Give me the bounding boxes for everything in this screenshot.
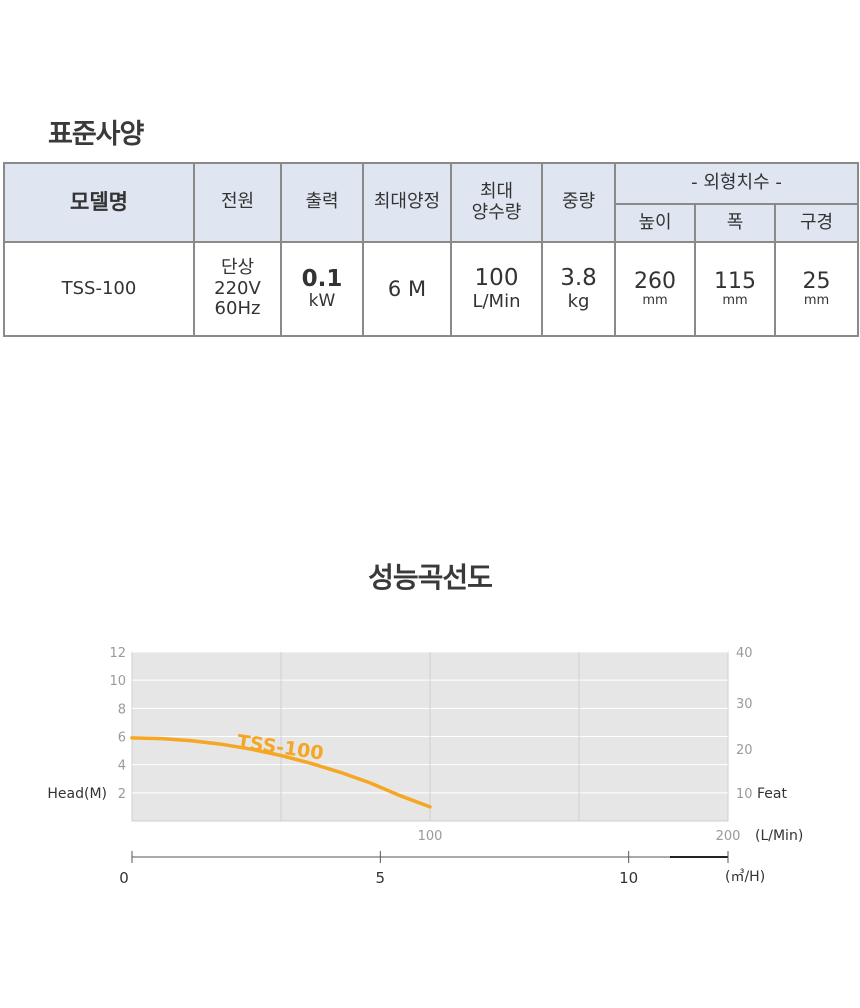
- cell-power: 단상 220V 60Hz: [193, 241, 282, 337]
- y-right-axis-label: Feat: [757, 786, 787, 802]
- header-weight: 중량: [541, 162, 616, 243]
- header-output: 출력: [280, 162, 364, 243]
- cell-height: 260 mm: [614, 241, 696, 337]
- cell-bore-unit: mm: [803, 293, 830, 309]
- header-max-flow-line2: 양수량: [471, 201, 522, 223]
- cell-weight: 3.8 kg: [541, 241, 616, 337]
- header-height: 높이: [614, 203, 696, 243]
- cell-width-value: 115: [714, 268, 756, 294]
- header-bore: 구경: [773, 203, 860, 243]
- cell-weight-value: 3.8: [560, 265, 597, 292]
- secondary-x-unit-label: (㎥/H): [725, 869, 765, 885]
- header-dimensions: - 외형치수 -: [613, 162, 860, 205]
- header-power: 전원: [193, 162, 282, 243]
- series-line: [130, 736, 432, 809]
- cell-output-value: 0.1: [301, 266, 343, 292]
- y-left-tick-label: 10: [109, 674, 126, 689]
- cell-max-flow-value: 100: [474, 265, 519, 292]
- secondary-x-tick-label: 10: [619, 869, 638, 887]
- x-axis-unit-label: (L/Min): [755, 828, 803, 844]
- spec-title: 표준사양: [48, 119, 144, 150]
- y-right-tick-label: 10: [736, 787, 753, 802]
- y-left-tick-label: 12: [109, 646, 126, 661]
- cell-power-frequency: 60Hz: [214, 298, 261, 320]
- x-tick-label: 200: [716, 829, 741, 844]
- x-tick-label: 100: [418, 829, 443, 844]
- y-right-tick-label: 40: [736, 646, 753, 661]
- cell-power-phase: 단상: [220, 256, 255, 278]
- cell-output-unit: kW: [308, 291, 336, 312]
- y-right-tick-label: 30: [736, 697, 753, 712]
- secondary-x-tick-label: 0: [119, 869, 129, 887]
- cell-power-voltage: 220V: [214, 277, 261, 299]
- cell-width-unit: mm: [722, 293, 748, 309]
- chart-title: 성능곡선도: [368, 561, 493, 594]
- spec-table: 모델명 전원 출력 최대양정 최대 양수량 중량 - 외형치수 - 높이 폭 구…: [3, 162, 860, 337]
- cell-height-unit: mm: [642, 293, 668, 309]
- y-left-tick-label: 2: [118, 787, 126, 802]
- header-max-flow: 최대 양수량: [450, 162, 543, 243]
- cell-max-head: 6 M: [362, 241, 452, 337]
- cell-max-flow-unit: L/Min: [472, 290, 521, 312]
- header-model: 모델명: [3, 162, 195, 243]
- secondary-x-tick-label: 5: [376, 869, 386, 887]
- y-left-axis-label: Head(M): [47, 786, 107, 802]
- header-width: 폭: [694, 203, 776, 243]
- cell-height-value: 260: [634, 268, 676, 294]
- cell-model: TSS-100: [3, 241, 195, 337]
- table-row: TSS-100 단상 220V 60Hz 0.1 kW 6 M 100 L/Mi…: [3, 241, 860, 337]
- cell-bore: 25 mm: [773, 241, 860, 337]
- y-left-tick-label: 6: [118, 731, 126, 746]
- cell-max-flow: 100 L/Min: [450, 241, 543, 337]
- cell-weight-unit: kg: [567, 290, 590, 312]
- cell-width: 115 mm: [694, 241, 776, 337]
- y-right-tick-label: 20: [736, 743, 753, 758]
- cell-output: 0.1 kW: [280, 241, 364, 337]
- cell-bore-value: 25: [802, 268, 831, 294]
- y-left-tick-label: 8: [118, 702, 126, 717]
- y-left-tick-label: 4: [118, 759, 126, 774]
- header-max-flow-line1: 최대: [479, 180, 514, 202]
- header-max-head: 최대양정: [362, 162, 452, 243]
